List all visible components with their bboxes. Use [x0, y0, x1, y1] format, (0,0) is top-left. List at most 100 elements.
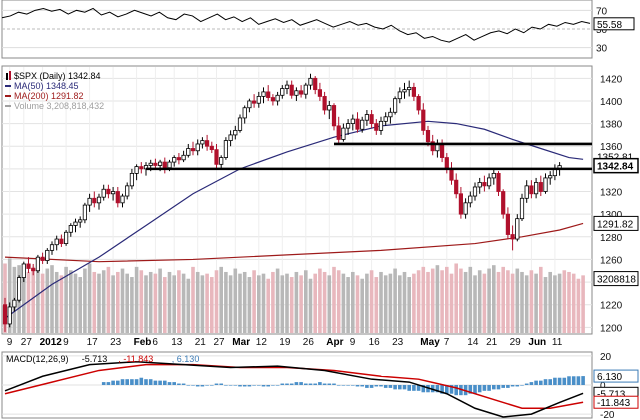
candle-body — [96, 196, 102, 204]
candle-body — [242, 107, 247, 119]
macd-tag-label: -5.713 — [597, 389, 626, 400]
x-tick-label: Jun — [528, 337, 546, 348]
macd-tag-label: -11.843 — [597, 398, 631, 409]
volume-bar — [557, 273, 562, 333]
macd-hist-bar — [186, 385, 191, 386]
x-tick-label: 7 — [444, 337, 450, 348]
macd-tag-box — [593, 369, 639, 383]
price-tag-box — [593, 215, 639, 231]
candle-body — [139, 166, 144, 170]
macd-hist-bar — [252, 385, 256, 386]
volume-bar — [534, 273, 538, 333]
volume-bar — [346, 277, 350, 333]
volume-bar — [477, 270, 482, 333]
macd-hist-bar — [200, 385, 205, 387]
candle-body — [331, 105, 337, 127]
x-tick-label: 27 — [21, 337, 33, 348]
rsi-tick-label: 50 — [596, 25, 608, 36]
volume-bar — [163, 277, 167, 333]
macd-legend-label: MACD(12,26,9) — [6, 354, 69, 364]
candle-body — [496, 172, 501, 192]
x-tick-label: 11 — [552, 337, 563, 348]
macd-hist-bar — [224, 385, 228, 386]
volume-bar — [257, 275, 261, 333]
candle-body — [355, 118, 360, 130]
volume-bar — [64, 266, 68, 333]
macd-tag-label: 6.130 — [597, 372, 622, 383]
volume-bar — [167, 271, 172, 333]
volume-bar — [219, 266, 223, 333]
macd-hist-bar — [402, 385, 407, 390]
volume-bar — [26, 271, 31, 333]
macd-hist-bar — [553, 377, 557, 385]
x-tick-label: May — [420, 337, 440, 348]
candle-body — [153, 162, 158, 166]
volume-bar — [383, 275, 388, 333]
price-tag-label: 1342.84 — [597, 162, 634, 173]
candle-body — [308, 77, 313, 86]
volume-bar — [144, 275, 148, 333]
candle-body — [101, 188, 106, 198]
candle-icon — [9, 71, 11, 80]
x-tick-label: 27 — [214, 337, 226, 348]
macd-hist-bar — [534, 380, 538, 385]
x-tick-label: Apr — [326, 337, 343, 348]
volume-bar — [506, 270, 510, 333]
macd-hist-bar — [130, 379, 134, 385]
candle-body — [78, 219, 83, 223]
macd-hist-bar — [280, 383, 285, 385]
candle-body — [186, 148, 191, 156]
candle-body — [289, 84, 294, 96]
macd-hist-bar — [501, 385, 505, 388]
volume-bar — [492, 265, 496, 333]
candle-body — [449, 168, 454, 181]
candle-body — [125, 185, 130, 197]
volume-bar — [214, 270, 219, 333]
candle-body — [524, 185, 529, 199]
macd-hist-bar — [313, 383, 317, 385]
macd-hist-bar — [177, 383, 181, 385]
x-tick-label: 23 — [110, 337, 122, 348]
candle-body — [228, 134, 233, 141]
macd-tag-box — [593, 395, 639, 409]
price-tick-label: 1420 — [600, 74, 623, 85]
candle-body — [430, 141, 435, 152]
volume-bar — [341, 273, 346, 333]
macd-hist-bar — [332, 383, 336, 385]
macd-legend: MACD(12,26,9) -5.713 , -11.843 , 6.130 — [6, 354, 199, 364]
x-tick-label: 26 — [303, 337, 315, 348]
candle-body — [534, 182, 539, 195]
macd-legend-label: , 6.130 — [172, 354, 200, 364]
candle-body — [92, 197, 97, 204]
volume-bar — [200, 275, 205, 333]
volume-bar — [567, 271, 571, 333]
candle-body — [515, 218, 520, 240]
candle-body — [68, 225, 73, 233]
candle-body — [12, 299, 17, 308]
macd-hist-bar — [106, 382, 111, 385]
price-tick-label: 1320 — [600, 188, 623, 199]
macd-hist-bar — [435, 385, 440, 393]
volume-bar — [111, 275, 115, 333]
volume-bar — [101, 270, 106, 333]
candle-body — [181, 154, 186, 161]
x-tick-label: 23 — [392, 337, 404, 348]
macd-hist-bar — [487, 385, 491, 391]
legend-label: MA(200) 1291.82 — [14, 91, 84, 101]
macd-axis: 20 0 -20 6.130 -5.713-11.843 — [593, 352, 639, 420]
macd-hist-bar — [421, 385, 426, 393]
volume-bar — [426, 271, 430, 333]
volume-bar — [539, 266, 543, 333]
volume-bar — [285, 273, 289, 333]
candle-body — [172, 157, 177, 163]
macd-hist-bar — [341, 385, 346, 386]
price-tick-label: 1400 — [600, 97, 623, 108]
candle-body — [204, 140, 210, 147]
volume-bar — [289, 277, 294, 333]
volume-bar — [374, 277, 379, 333]
macd-hist-bar — [163, 380, 167, 385]
candle-body — [472, 186, 478, 197]
candle-body — [275, 94, 280, 102]
volume-bar — [280, 275, 285, 333]
